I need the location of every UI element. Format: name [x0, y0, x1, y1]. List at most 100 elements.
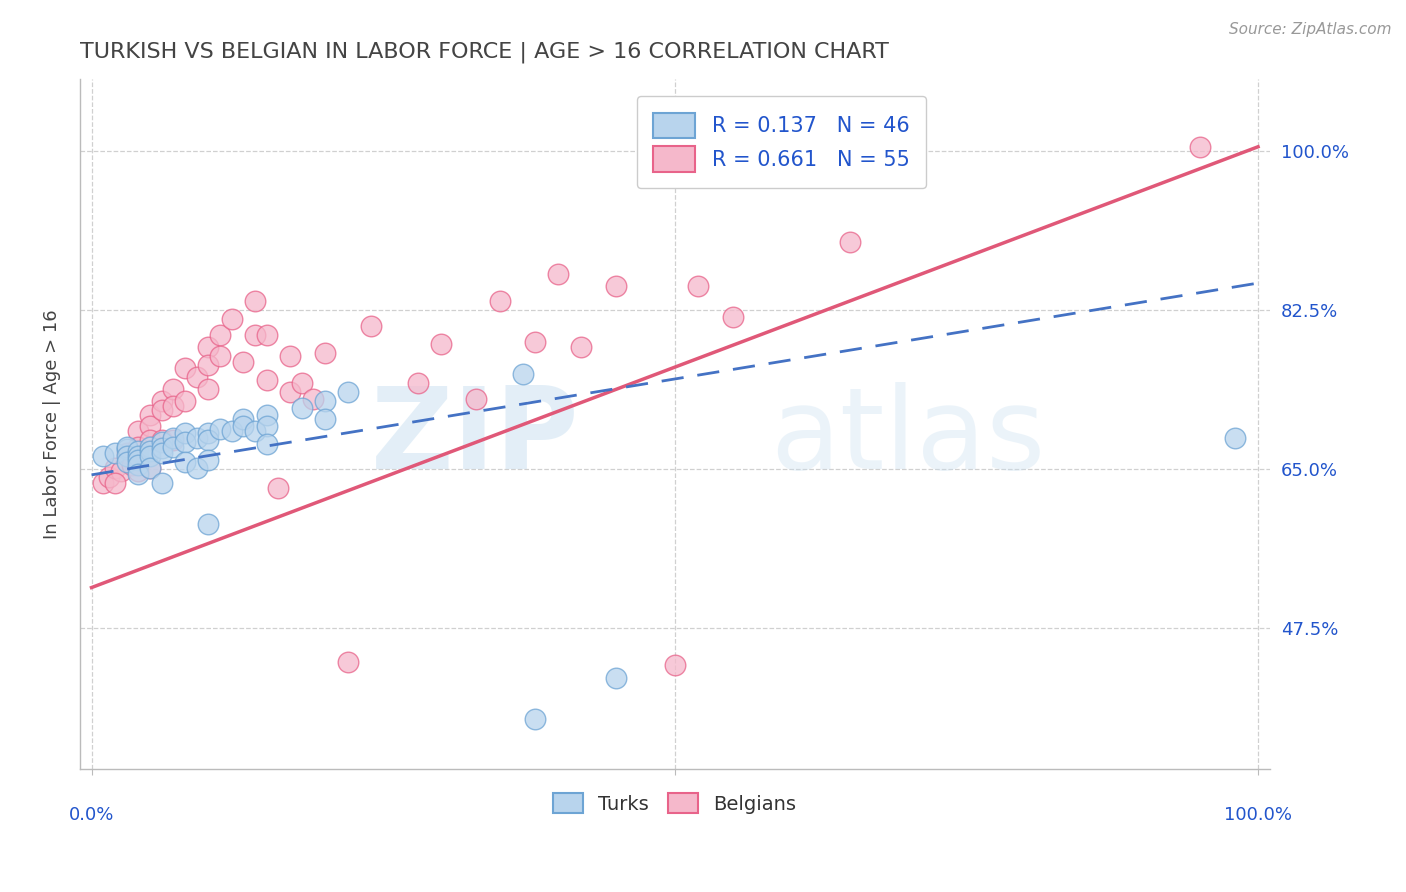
- Point: [256, 373, 278, 387]
- Point: [314, 412, 336, 426]
- Point: [197, 434, 219, 448]
- Point: [127, 467, 149, 481]
- Point: [115, 455, 138, 469]
- Point: [605, 278, 627, 293]
- Point: [721, 310, 744, 324]
- Point: [173, 455, 195, 469]
- Point: [232, 412, 254, 426]
- Point: [208, 349, 231, 363]
- Point: [256, 418, 278, 433]
- Point: [127, 424, 149, 438]
- Point: [197, 383, 219, 397]
- Point: [162, 383, 184, 397]
- Point: [127, 464, 149, 478]
- Point: [150, 435, 173, 450]
- Point: [208, 327, 231, 342]
- Point: [115, 442, 138, 457]
- Point: [104, 476, 127, 491]
- Point: [314, 346, 336, 360]
- Point: [139, 460, 162, 475]
- Point: [197, 453, 219, 467]
- Point: [406, 376, 429, 390]
- Point: [150, 476, 173, 491]
- Point: [221, 312, 243, 326]
- Point: [208, 421, 231, 435]
- Point: [186, 460, 208, 475]
- Text: 100.0%: 100.0%: [1225, 805, 1292, 823]
- Text: atlas: atlas: [770, 383, 1045, 493]
- Point: [139, 444, 162, 458]
- Point: [197, 425, 219, 440]
- Point: [360, 318, 382, 333]
- Text: TURKISH VS BELGIAN IN LABOR FORCE | AGE > 16 CORRELATION CHART: TURKISH VS BELGIAN IN LABOR FORCE | AGE …: [80, 42, 889, 63]
- Point: [115, 446, 138, 460]
- Point: [150, 403, 173, 417]
- Point: [127, 444, 149, 458]
- Text: ZIP: ZIP: [371, 383, 579, 493]
- Point: [127, 458, 149, 472]
- Legend: Turks, Belgians: Turks, Belgians: [546, 786, 804, 822]
- Point: [243, 327, 266, 342]
- Point: [523, 712, 546, 726]
- Point: [162, 431, 184, 445]
- Point: [91, 476, 114, 491]
- Point: [139, 418, 162, 433]
- Point: [186, 369, 208, 384]
- Point: [197, 358, 219, 372]
- Point: [290, 376, 312, 390]
- Point: [150, 394, 173, 409]
- Point: [173, 425, 195, 440]
- Point: [139, 460, 162, 475]
- Point: [465, 392, 488, 406]
- Point: [688, 278, 710, 293]
- Point: [139, 434, 162, 448]
- Point: [1188, 140, 1211, 154]
- Text: Source: ZipAtlas.com: Source: ZipAtlas.com: [1229, 22, 1392, 37]
- Point: [104, 446, 127, 460]
- Point: [278, 349, 301, 363]
- Point: [197, 516, 219, 531]
- Point: [150, 446, 173, 460]
- Point: [232, 355, 254, 369]
- Point: [139, 440, 162, 454]
- Point: [173, 394, 195, 409]
- Point: [162, 434, 184, 448]
- Point: [488, 294, 510, 309]
- Point: [838, 235, 860, 250]
- Point: [290, 401, 312, 415]
- Point: [110, 464, 132, 478]
- Point: [243, 424, 266, 438]
- Point: [139, 408, 162, 422]
- Point: [256, 437, 278, 451]
- Point: [256, 327, 278, 342]
- Point: [267, 481, 290, 495]
- Point: [173, 435, 195, 450]
- Point: [302, 392, 325, 406]
- Point: [162, 399, 184, 413]
- Text: 0.0%: 0.0%: [69, 805, 114, 823]
- Point: [571, 340, 593, 354]
- Point: [127, 449, 149, 463]
- Point: [127, 440, 149, 454]
- Point: [115, 449, 138, 463]
- Y-axis label: In Labor Force | Age > 16: In Labor Force | Age > 16: [44, 310, 60, 539]
- Point: [221, 424, 243, 438]
- Point: [1223, 431, 1246, 445]
- Point: [115, 440, 138, 454]
- Point: [139, 449, 162, 463]
- Point: [278, 385, 301, 400]
- Point: [98, 469, 121, 483]
- Point: [243, 294, 266, 309]
- Point: [186, 431, 208, 445]
- Point: [337, 655, 360, 669]
- Point: [664, 657, 686, 672]
- Point: [150, 441, 173, 455]
- Point: [605, 672, 627, 686]
- Point: [232, 418, 254, 433]
- Point: [121, 458, 143, 472]
- Point: [523, 335, 546, 350]
- Point: [430, 337, 453, 351]
- Point: [256, 408, 278, 422]
- Point: [197, 340, 219, 354]
- Point: [337, 385, 360, 400]
